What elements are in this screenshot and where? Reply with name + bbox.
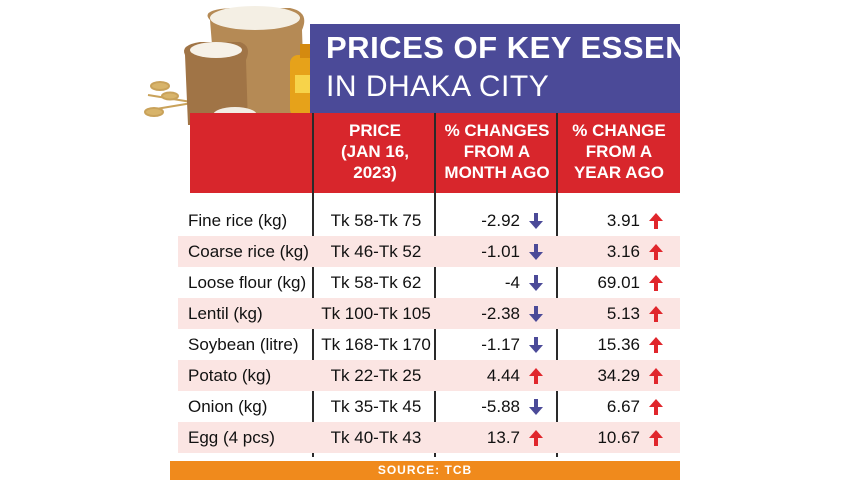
month-change-value: -5.88 bbox=[481, 397, 520, 416]
item-price: Tk 46-Tk 52 bbox=[330, 242, 422, 261]
month-change-value: 13.7 bbox=[486, 428, 520, 447]
item-name: Egg (4 pcs) bbox=[188, 428, 275, 447]
year-change-value: 6.67 bbox=[606, 397, 640, 416]
table-row: Soybean (litre) Tk 168-Tk 170 -1.17 15.36 bbox=[178, 329, 680, 360]
item-name: Loose flour (kg) bbox=[188, 273, 307, 292]
month-change-value: -1.01 bbox=[481, 242, 520, 261]
arrow-up-icon bbox=[528, 367, 544, 385]
item-name: Onion (kg) bbox=[188, 397, 268, 416]
table-row: Potato (kg) Tk 22-Tk 25 4.44 34.29 bbox=[178, 360, 680, 391]
arrow-up-icon bbox=[648, 336, 664, 354]
item-price: Tk 168-Tk 170 bbox=[321, 335, 431, 354]
month-change-value: -2.92 bbox=[481, 211, 520, 230]
arrow-up-icon bbox=[648, 429, 664, 447]
header-price: PRICE (JAN 16, 2023) bbox=[340, 121, 410, 182]
month-change-value: -1.17 bbox=[481, 335, 520, 354]
month-change-value: -4 bbox=[504, 273, 520, 292]
arrow-up-icon bbox=[528, 429, 544, 447]
table-row: Coarse rice (kg) Tk 46-Tk 52 -1.01 3.16 bbox=[178, 236, 680, 267]
item-price: Tk 35-Tk 45 bbox=[330, 397, 422, 416]
title-banner bbox=[310, 24, 680, 114]
arrow-up-icon bbox=[648, 212, 664, 230]
month-change-value: 4.44 bbox=[486, 366, 520, 385]
table-row: Loose flour (kg) Tk 58-Tk 62 -4 69.01 bbox=[178, 267, 680, 298]
item-name: Fine rice (kg) bbox=[188, 211, 288, 230]
arrow-down-icon bbox=[528, 243, 544, 261]
arrow-down-icon bbox=[528, 212, 544, 230]
page-subtitle: IN DHAKA CITY bbox=[326, 70, 550, 103]
column-divider bbox=[312, 113, 314, 457]
arrow-down-icon bbox=[528, 274, 544, 292]
header-month-change: % CHANGES FROM A MONTH AGO bbox=[444, 121, 550, 182]
year-change-value: 10.67 bbox=[597, 428, 640, 447]
page-title: PRICES OF KEY ESSENTIALS bbox=[326, 30, 781, 65]
item-price: Tk 100-Tk 105 bbox=[321, 304, 431, 323]
arrow-up-icon bbox=[648, 274, 664, 292]
year-change-value: 3.91 bbox=[606, 211, 640, 230]
item-name: Lentil (kg) bbox=[188, 304, 263, 323]
item-name: Potato (kg) bbox=[188, 366, 272, 385]
source-credit: SOURCE: TCB bbox=[170, 461, 680, 480]
item-price: Tk 40-Tk 43 bbox=[330, 428, 422, 447]
year-change-value: 5.13 bbox=[606, 304, 640, 323]
year-change-value: 34.29 bbox=[597, 366, 640, 385]
table-row: Fine rice (kg) Tk 58-Tk 75 -2.92 3.91 bbox=[178, 205, 680, 236]
item-price: Tk 58-Tk 75 bbox=[330, 211, 422, 230]
arrow-up-icon bbox=[648, 398, 664, 416]
year-change-value: 3.16 bbox=[606, 242, 640, 261]
table-row: Onion (kg) Tk 35-Tk 45 -5.88 6.67 bbox=[178, 391, 680, 422]
month-change-value: -2.38 bbox=[481, 304, 520, 323]
table-row: Egg (4 pcs) Tk 40-Tk 43 13.7 10.67 bbox=[178, 422, 680, 453]
arrow-down-icon bbox=[528, 398, 544, 416]
item-name: Soybean (litre) bbox=[188, 335, 299, 354]
arrow-up-icon bbox=[648, 243, 664, 261]
year-change-value: 69.01 bbox=[597, 273, 640, 292]
header-year-change: % CHANGE FROM A YEAR AGO bbox=[572, 121, 666, 182]
arrow-down-icon bbox=[528, 305, 544, 323]
arrow-down-icon bbox=[528, 336, 544, 354]
year-change-value: 15.36 bbox=[597, 335, 640, 354]
column-divider bbox=[556, 113, 558, 457]
arrow-up-icon bbox=[648, 367, 664, 385]
item-price: Tk 58-Tk 62 bbox=[330, 273, 422, 292]
item-price: Tk 22-Tk 25 bbox=[330, 366, 422, 385]
table-row: Lentil (kg) Tk 100-Tk 105 -2.38 5.13 bbox=[178, 298, 680, 329]
item-name: Coarse rice (kg) bbox=[188, 242, 309, 261]
arrow-up-icon bbox=[648, 305, 664, 323]
column-divider bbox=[434, 113, 436, 457]
